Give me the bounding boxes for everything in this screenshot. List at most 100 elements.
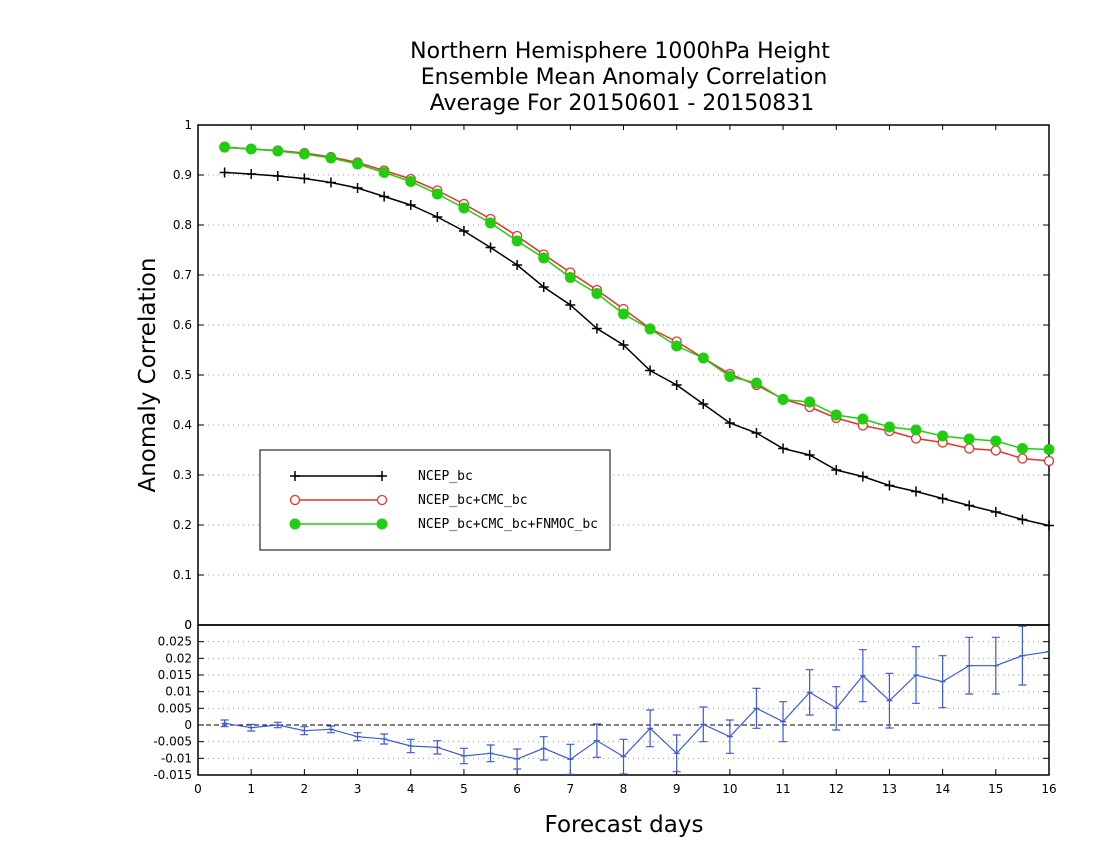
data-point	[964, 500, 975, 511]
y-tick-label: 0.1	[173, 568, 192, 582]
data-point	[591, 288, 603, 299]
x-tick-label: 13	[882, 782, 897, 796]
x-tick-label: 0	[194, 782, 202, 796]
data-point	[778, 443, 789, 454]
data-point	[325, 152, 337, 164]
data-point	[458, 226, 469, 236]
legend-marker	[289, 494, 301, 506]
data-point	[724, 371, 736, 382]
data-point	[644, 323, 656, 335]
data-point	[1044, 520, 1054, 531]
data-point	[937, 430, 949, 442]
y-tick-label: 0.02	[165, 651, 192, 665]
data-point	[1017, 453, 1028, 464]
chart-title-line-3: Average For 20150601 - 20150831	[430, 91, 815, 116]
x-tick-label: 8	[620, 782, 628, 796]
data-point	[697, 352, 709, 364]
legend: NCEP_bc NCEP_bc+CMC_bc NCEP_bc+CMC_bc+FNMO…	[259, 449, 611, 551]
data-point	[804, 396, 816, 408]
x-tick-label: 14	[935, 782, 950, 796]
y-tick-label: 0.015	[158, 668, 192, 682]
x-tick-label: 6	[513, 782, 521, 796]
x-tick-label: 11	[775, 782, 790, 796]
data-point	[432, 212, 443, 222]
data-point	[777, 394, 789, 405]
data-point	[485, 242, 496, 253]
legend-label: NCEP_bc+CMC_bc	[418, 493, 528, 508]
data-point	[884, 480, 895, 491]
x-tick-label: 15	[988, 782, 1003, 796]
data-point	[485, 217, 497, 229]
y-tick-label: 0.8	[173, 218, 192, 232]
series-line-2	[224, 146, 1050, 451]
bottom-plot-frame	[197, 624, 1050, 776]
legend-marker	[376, 518, 388, 530]
data-point	[564, 272, 576, 283]
x-tick-label: 4	[407, 782, 415, 796]
data-point	[857, 413, 869, 425]
x-tick-label: 9	[673, 782, 681, 796]
legend-marker	[377, 471, 387, 481]
y-tick-label: 0	[184, 618, 192, 632]
data-point	[272, 171, 283, 181]
data-point	[671, 340, 683, 352]
top-plot-panel: 0 0.1 0.2 0.3 0.4 0.5 0.6 0.7 0.8 0.9 1	[173, 118, 1055, 632]
x-tick-label: 2	[301, 782, 309, 796]
difference-line	[224, 651, 1049, 761]
y-tick-label: -0.01	[161, 751, 192, 765]
data-point	[246, 169, 257, 179]
data-point	[698, 399, 709, 409]
data-point	[911, 486, 922, 497]
data-point	[990, 507, 1001, 517]
series-line-0	[224, 171, 1050, 527]
y-tick-label: 0.7	[173, 268, 192, 282]
data-point	[325, 177, 336, 188]
y-tick-label: -0.015	[153, 768, 192, 782]
y-tick-label: 0.3	[173, 468, 192, 482]
data-point	[990, 435, 1002, 447]
data-point	[645, 365, 656, 376]
x-tick-label: 3	[354, 782, 362, 796]
x-tick-label: 5	[460, 782, 468, 796]
y-axis-label: Anomaly Correlation	[135, 257, 161, 492]
x-tick-label: 7	[566, 782, 574, 796]
data-point	[352, 183, 363, 193]
y-tick-label: 0.025	[158, 635, 192, 649]
x-axis-label: Forecast days	[545, 812, 704, 838]
data-point	[830, 409, 842, 421]
y-tick-label: 0.9	[173, 168, 192, 182]
data-point	[1043, 455, 1055, 467]
data-point	[990, 445, 1001, 456]
y-tick-label: 0.2	[173, 518, 192, 532]
data-point	[298, 148, 310, 160]
data-point	[565, 300, 576, 310]
y-tick-label: 0.4	[173, 418, 192, 432]
data-point	[458, 202, 470, 214]
bottom-plot-panel: -0.015 -0.01 -0.005 0 0.005 0.01 0.015 0.02 0.02…	[153, 618, 1056, 796]
data-point	[963, 433, 975, 445]
y-tick-label: -0.005	[153, 735, 192, 749]
data-point	[618, 308, 629, 320]
data-point	[857, 471, 868, 482]
data-point	[1017, 514, 1028, 525]
legend-label: NCEP_bc	[418, 469, 473, 484]
data-point	[379, 191, 390, 202]
data-point	[883, 421, 895, 433]
data-point	[219, 141, 231, 153]
data-point	[750, 377, 762, 389]
data-point	[804, 450, 815, 460]
data-point	[299, 173, 310, 184]
chart-title-line-2: Ensemble Mean Anomaly Correlation	[421, 65, 828, 90]
x-tick-label: 16	[1041, 782, 1056, 796]
data-point	[964, 443, 975, 454]
y-tick-label: 0.005	[158, 701, 192, 715]
data-point	[378, 167, 390, 178]
data-point	[511, 235, 523, 247]
x-tick-label: 10	[722, 782, 737, 796]
data-point	[910, 424, 922, 436]
data-point	[831, 465, 842, 475]
legend-label: NCEP_bc+CMC_bc+FNMOC_bc	[418, 517, 598, 532]
chart-title-line-1: Northern Hemisphere 1000hPa Height	[410, 39, 830, 64]
data-point	[431, 188, 443, 200]
